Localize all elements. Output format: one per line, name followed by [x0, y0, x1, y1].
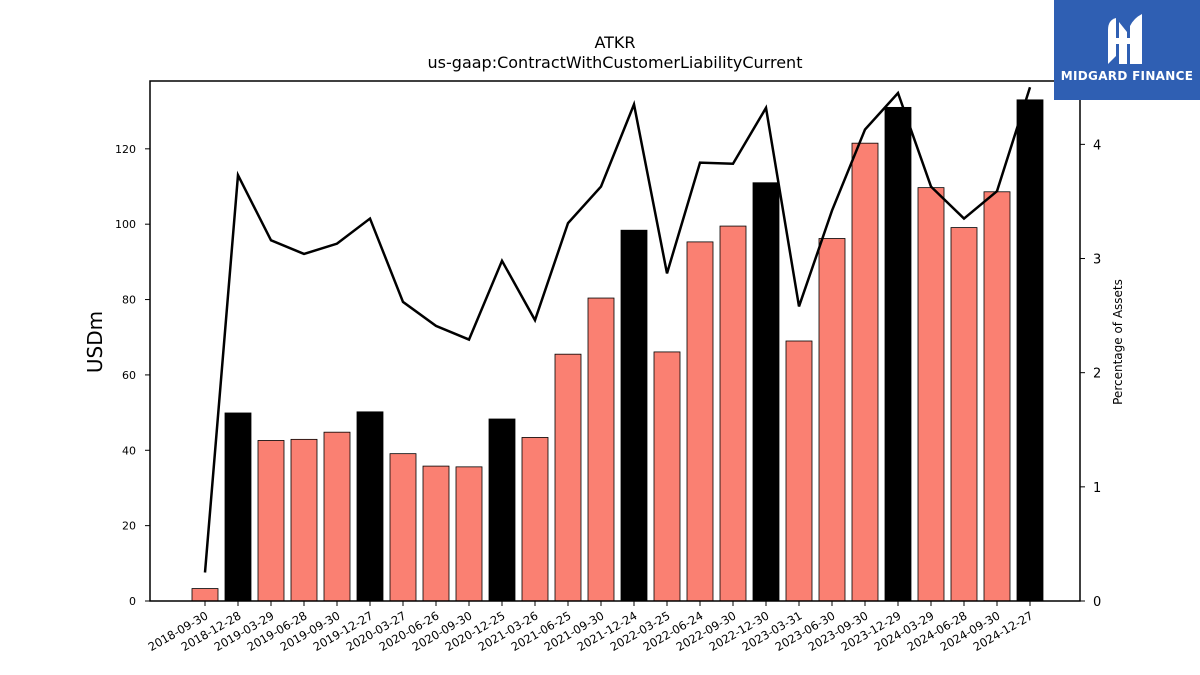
y-tick-label: 0	[129, 595, 136, 608]
plot-frame	[149, 80, 1081, 602]
bar-2019-09-30	[323, 431, 351, 602]
bar-2021-09-30	[587, 297, 615, 602]
chart-title: ATKR	[594, 33, 635, 52]
bar-2022-06-24	[686, 241, 714, 602]
bar-2019-03-29	[257, 440, 285, 602]
left-axis-ticks: 0 20 40 60 80 100 120	[115, 143, 150, 608]
line-series	[203, 86, 1032, 573]
percentage-line	[203, 86, 1032, 573]
bar-2020-09-30	[455, 466, 483, 602]
y2-tick-label: 1	[1093, 481, 1101, 496]
y-tick-label: 40	[122, 444, 136, 457]
y-tick-label: 100	[115, 218, 136, 231]
bar-2018-09-30	[191, 588, 219, 602]
bar-2024-09-30	[983, 191, 1011, 602]
bar-2021-06-25	[554, 353, 582, 602]
bar-2023-12-29	[884, 106, 912, 602]
axes	[149, 80, 1081, 602]
y2-axis-label: Percentage of Assets	[1111, 279, 1125, 405]
right-axis-ticks: 0 1 2 3 4	[1080, 138, 1101, 610]
bar-2020-03-27	[389, 453, 417, 602]
bar-2019-06-28	[290, 438, 318, 602]
bar-2022-09-30	[719, 225, 747, 602]
y2-tick-label: 3	[1093, 253, 1101, 268]
brand-name: MIDGARD FINANCE	[1060, 69, 1194, 83]
midgard-m-icon	[1108, 14, 1142, 64]
bar-2023-03-31	[785, 340, 813, 602]
bar-2024-03-29	[917, 187, 945, 602]
x-axis-ticks: 2018-09-302018-12-282019-03-292019-06-28…	[146, 601, 1036, 654]
bar-2024-06-28	[950, 227, 978, 602]
bar-2023-06-30	[818, 238, 846, 602]
bar-2021-03-26	[521, 437, 549, 602]
y-tick-label: 80	[122, 294, 136, 307]
bar-2023-09-30	[851, 142, 879, 602]
y2-tick-label: 2	[1093, 367, 1101, 382]
y-tick-label: 60	[122, 369, 136, 382]
bar-2020-06-26	[422, 465, 450, 602]
brand-logo: MIDGARD FINANCE	[1054, 0, 1200, 100]
y-axis-label: USDm	[83, 311, 107, 373]
bar-2022-12-30	[752, 182, 780, 602]
y-tick-label: 20	[122, 520, 136, 533]
chart-subtitle: us-gaap:ContractWithCustomerLiabilityCur…	[428, 53, 803, 72]
bar-2019-12-27	[356, 411, 384, 602]
y-tick-label: 120	[115, 143, 136, 156]
bar-series	[191, 99, 1044, 602]
y2-tick-label: 0	[1093, 595, 1101, 610]
y2-tick-label: 4	[1093, 138, 1101, 153]
bar-2021-12-24	[620, 229, 648, 602]
bar-2020-12-25	[488, 418, 516, 602]
bar-2024-12-27	[1016, 99, 1044, 602]
bar-2018-12-28	[224, 412, 252, 602]
bar-2022-03-25	[653, 351, 681, 602]
